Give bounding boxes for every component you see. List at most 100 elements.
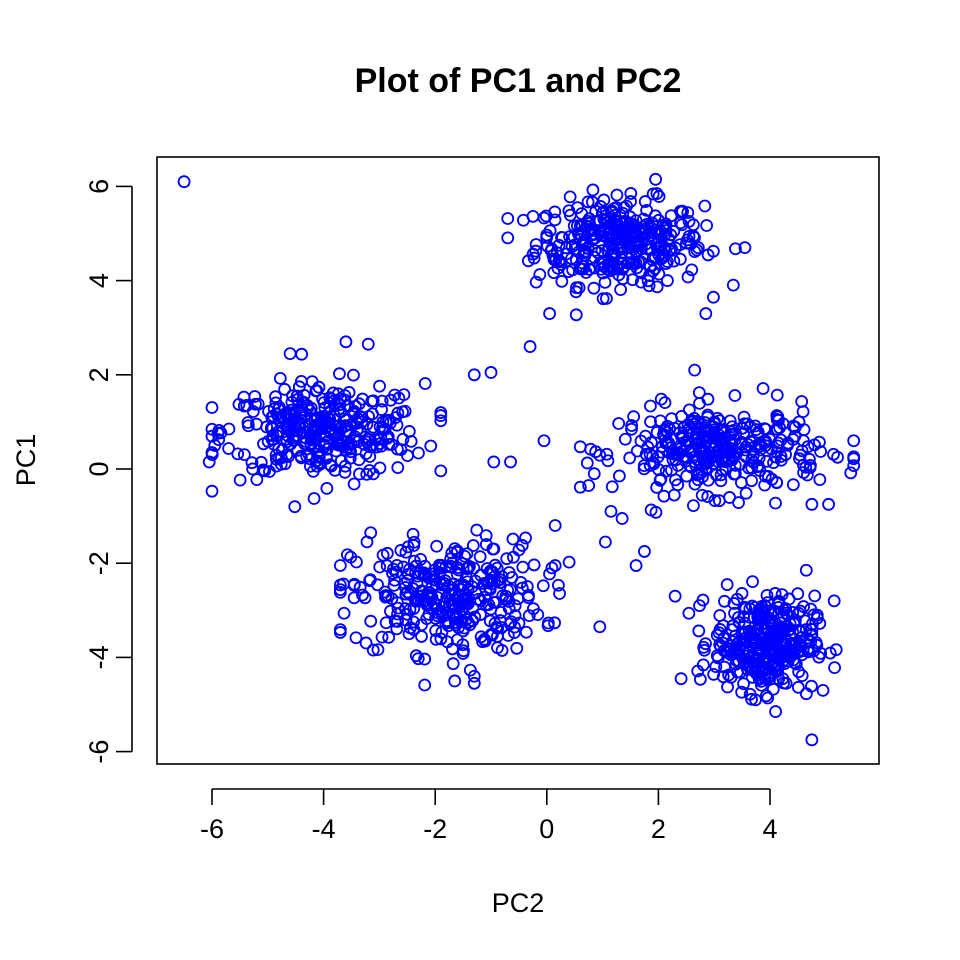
data-point [769, 646, 783, 660]
data-point [737, 677, 750, 691]
data-point [548, 616, 561, 630]
data-point [720, 578, 734, 591]
data-point [275, 443, 289, 457]
data-point [333, 367, 346, 381]
data-point [334, 454, 348, 468]
data-point [445, 546, 459, 560]
data-point [593, 620, 607, 634]
data-point [263, 465, 276, 478]
data-point [402, 425, 416, 438]
data-point [629, 559, 643, 572]
data-point [296, 396, 310, 410]
data-point [668, 589, 682, 603]
data-point [501, 212, 515, 225]
data-point [682, 403, 696, 417]
data-point [469, 574, 482, 588]
data-point [770, 409, 784, 422]
data-point [673, 252, 687, 266]
data-point [638, 224, 652, 238]
data-point [441, 619, 455, 633]
data-point [547, 266, 561, 279]
data-point [756, 382, 770, 395]
data-point [736, 637, 750, 651]
data-point [508, 609, 522, 622]
data-point [338, 393, 352, 407]
data-point [762, 634, 776, 647]
data-point [456, 624, 470, 638]
data-point [391, 461, 405, 474]
data-point [573, 480, 587, 494]
data-point [807, 644, 821, 658]
data-point [615, 512, 629, 525]
data-point [295, 403, 309, 417]
data-point [430, 602, 444, 616]
data-point [456, 647, 470, 660]
data-point [391, 601, 405, 615]
data-point [770, 412, 784, 426]
data-point [462, 561, 475, 575]
data-point [604, 504, 618, 518]
data-point [827, 447, 840, 461]
data-point [760, 454, 774, 468]
data-point [434, 414, 448, 428]
data-point [606, 260, 620, 274]
data-point [483, 564, 497, 578]
data-point [385, 592, 399, 606]
data-point [543, 307, 556, 320]
data-point [340, 548, 354, 562]
data-point [769, 705, 782, 718]
data-point [686, 218, 700, 232]
data-point [712, 494, 726, 508]
data-point [796, 458, 810, 472]
data-point [527, 251, 541, 265]
data-point [625, 257, 639, 271]
data-point [595, 255, 609, 269]
data-point [237, 448, 251, 462]
data-point [681, 270, 695, 284]
x-tick-label: -6 [200, 814, 224, 844]
data-point [661, 274, 674, 287]
data-point [644, 415, 657, 429]
data-point [364, 614, 378, 628]
y-tick-label: 4 [84, 273, 114, 288]
data-point [729, 242, 742, 256]
data-point [707, 290, 720, 304]
data-point [501, 629, 515, 642]
data-point [392, 391, 406, 405]
data-point [828, 661, 841, 675]
data-point [616, 262, 629, 276]
data-point [701, 392, 715, 406]
y-axis: -6 -4 -2 0 2 4 6 [84, 179, 133, 764]
data-point [572, 281, 586, 295]
data-point [684, 415, 698, 429]
data-point [805, 497, 819, 511]
data-point [690, 453, 704, 466]
data-point [529, 275, 543, 289]
data-point [735, 587, 749, 600]
data-point [708, 494, 722, 507]
data-point [205, 448, 219, 462]
data-point [483, 614, 497, 628]
data-point [337, 606, 351, 620]
data-point [545, 242, 559, 256]
data-point [791, 680, 805, 694]
data-point [474, 608, 487, 621]
data-point [688, 245, 702, 259]
data-point [288, 500, 302, 514]
data-point [597, 193, 611, 207]
data-point [603, 264, 617, 278]
data-point [674, 672, 688, 686]
data-point [349, 399, 362, 413]
data-point [580, 456, 594, 470]
data-point [752, 672, 766, 686]
data-point [491, 641, 504, 655]
data-point [582, 262, 596, 276]
data-point [644, 399, 657, 413]
data-point [714, 468, 728, 482]
data-point [545, 561, 559, 575]
data-point [390, 442, 404, 456]
data-point [581, 225, 595, 239]
data-point [786, 433, 800, 446]
data-point [222, 422, 236, 436]
data-point [365, 394, 379, 408]
